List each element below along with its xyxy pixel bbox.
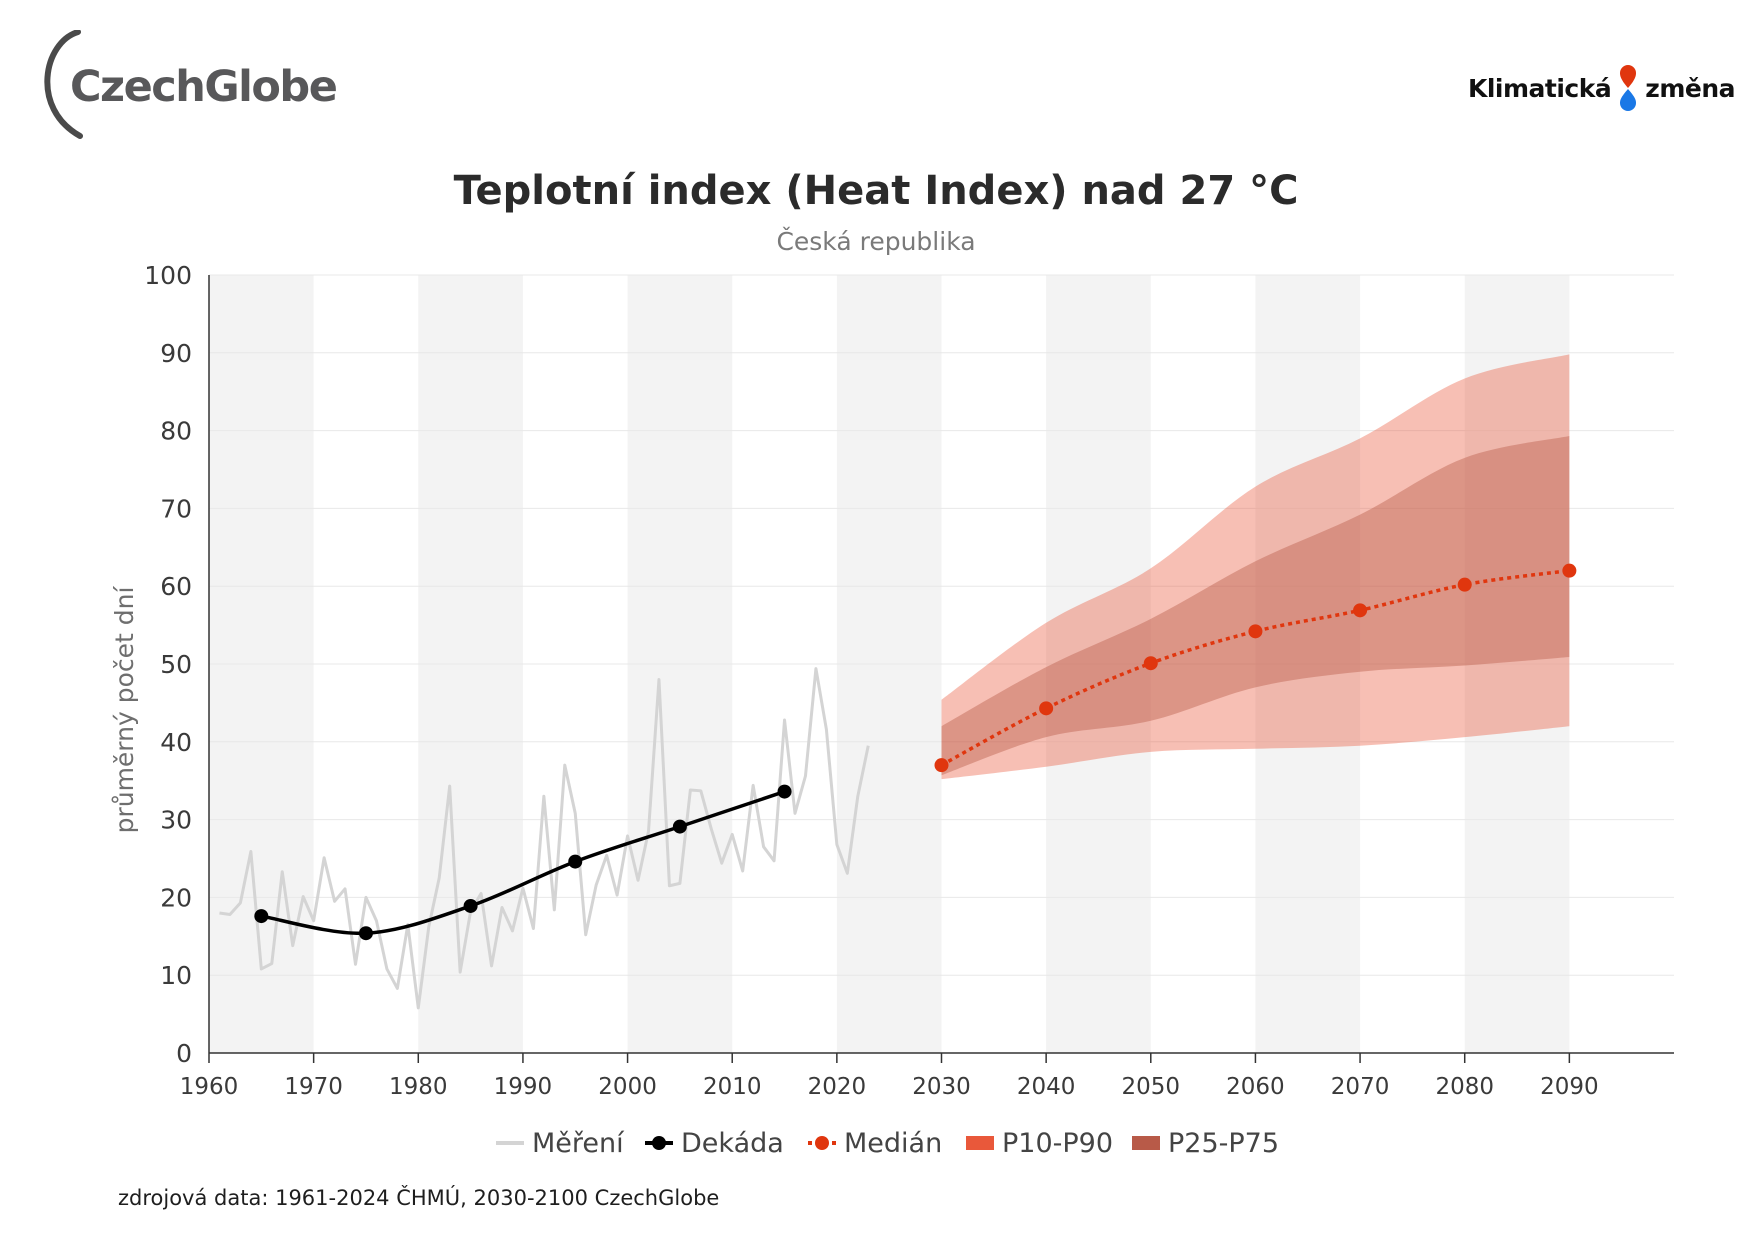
legend-item-p25-p75: P25-P75 <box>1132 1128 1279 1159</box>
band-p25-p75 <box>941 436 1570 776</box>
legend-label: Medián <box>844 1128 942 1159</box>
x-tick-label: 2030 <box>912 1074 971 1100</box>
x-tick-label: 1970 <box>284 1074 343 1100</box>
y-tick-label: 90 <box>160 339 192 368</box>
czechglobe-logo-text: CzechGlobe <box>70 62 338 112</box>
x-tick-label: 2020 <box>808 1074 867 1100</box>
x-tick-label: 2080 <box>1435 1074 1494 1100</box>
czechglobe-arc-icon <box>44 30 83 139</box>
legend: Měření Dekáda Medián P10-P90 P25-P75 <box>496 1128 1279 1159</box>
chart-title: Teplotní index (Heat Index) nad 27 °C <box>454 168 1299 214</box>
series-mereni-line <box>219 667 870 1010</box>
legend-label: Měření <box>532 1128 625 1159</box>
median-point <box>1562 563 1577 578</box>
data-source-note: zdrojová data: 1961-2024 ČHMÚ, 2030-2100… <box>118 1186 720 1210</box>
gridlines <box>209 274 1674 976</box>
legend-item-dekáda: Dekáda <box>645 1128 784 1159</box>
legend-swatch <box>966 1136 994 1150</box>
dekada-point <box>777 784 792 799</box>
x-tick-label: 2060 <box>1226 1074 1285 1100</box>
median-point <box>934 758 949 773</box>
dekada-point <box>254 909 269 924</box>
legend-swatch <box>1132 1136 1160 1150</box>
klimaticka-zmena-logo-text-1: Klimatická <box>1467 73 1612 103</box>
legend-label: Dekáda <box>681 1128 784 1159</box>
y-tick-label: 70 <box>160 494 192 523</box>
legend-item-měření: Měření <box>496 1128 625 1159</box>
x-tick-label: 1960 <box>180 1074 239 1100</box>
projection-bands <box>941 354 1570 780</box>
y-tick-label: 60 <box>160 572 192 601</box>
dekada-point <box>463 898 478 913</box>
legend-item-medián: Medián <box>808 1128 942 1159</box>
legend-swatch-dot <box>652 1136 666 1150</box>
x-tick-label: 1980 <box>389 1074 448 1100</box>
x-tick-label: 2090 <box>1540 1074 1599 1100</box>
klimaticka-zmena-logo-text-2: změna <box>1645 73 1735 103</box>
x-tick-label: 2040 <box>1017 1074 1076 1100</box>
median-point <box>1353 603 1368 618</box>
y-tick-label: 50 <box>160 650 192 679</box>
y-tick-label: 80 <box>160 417 192 446</box>
median-point <box>1457 577 1472 592</box>
x-tick-label: 2010 <box>703 1074 762 1100</box>
legend-item-p10-p90: P10-P90 <box>966 1128 1113 1159</box>
x-tick-label: 2050 <box>1122 1074 1181 1100</box>
dekada-point <box>672 819 687 834</box>
data-points <box>254 563 1577 941</box>
y-tick-label: 30 <box>160 806 192 835</box>
y-tick-label: 20 <box>160 883 192 912</box>
klimaticka-zmena-logo: Klimatická změna <box>1468 62 1735 114</box>
dekada-point <box>358 926 373 941</box>
x-tick-label: 1990 <box>494 1074 553 1100</box>
series-dekada-line <box>261 789 786 935</box>
y-tick-label: 0 <box>176 1039 192 1068</box>
thermometer-drops-icon <box>1620 65 1637 111</box>
dekada-point <box>568 854 583 869</box>
median-point <box>1039 701 1054 716</box>
y-tick-label: 10 <box>160 961 192 990</box>
median-point <box>1143 656 1158 671</box>
y-tick-label: 40 <box>160 728 192 757</box>
legend-label: P10-P90 <box>1002 1128 1113 1159</box>
x-tick-label: 2070 <box>1331 1074 1390 1100</box>
legend-label: P25-P75 <box>1168 1128 1279 1159</box>
y-tick-label: 100 <box>144 261 192 290</box>
median-point <box>1248 624 1263 639</box>
czechglobe-logo: CzechGlobe <box>36 30 338 140</box>
band-p10-p90 <box>941 354 1570 780</box>
data-lines <box>219 568 1570 1010</box>
axes <box>208 275 1674 1063</box>
legend-swatch-dot <box>815 1136 829 1150</box>
y-axis-label: průměrný počet dní <box>110 586 139 834</box>
x-tick-label: 2000 <box>598 1074 657 1100</box>
chart-subtitle: Česká republika <box>776 226 975 256</box>
